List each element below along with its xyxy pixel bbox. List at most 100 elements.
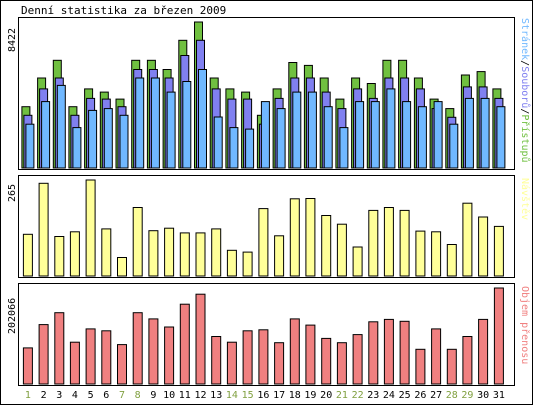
- volume-bar: [195, 293, 206, 385]
- visits-bar: [289, 198, 300, 277]
- traffic-bar: [135, 77, 145, 169]
- day-label: 26: [414, 390, 426, 401]
- day-label: 22: [352, 390, 364, 401]
- traffic-bar: [339, 127, 349, 169]
- day-label: 16: [257, 390, 269, 401]
- day-label: 7: [119, 390, 125, 401]
- traffic-bar: [480, 97, 490, 169]
- side-label-part: /: [519, 108, 530, 114]
- side-label-part: Návštěv: [519, 178, 531, 220]
- visits-bar: [352, 246, 363, 277]
- volume-panel: 202066 Objem přenosu: [7, 283, 531, 386]
- volume-bar: [101, 330, 112, 385]
- visits-bar: [274, 235, 285, 277]
- traffic-bar: [182, 81, 192, 169]
- traffic-bar: [166, 91, 176, 169]
- volume-bar: [38, 324, 49, 385]
- traffic-bar: [25, 123, 35, 169]
- visits-bar: [211, 228, 222, 277]
- traffic-bar: [198, 69, 207, 169]
- volume-bar: [179, 303, 190, 385]
- volume-bar: [431, 328, 442, 385]
- day-label: 2: [41, 390, 47, 401]
- volume-bars: [22, 287, 504, 385]
- visits-bar: [305, 198, 316, 277]
- traffic-bar: [433, 101, 443, 169]
- visits-panel: 265 Návštěv: [7, 175, 531, 278]
- visits-bar: [69, 231, 80, 277]
- traffic-bar: [56, 84, 66, 169]
- day-label: 15: [242, 390, 254, 401]
- traffic-bar: [260, 101, 270, 169]
- volume-panel-frame: [18, 283, 515, 386]
- visits-bar: [195, 232, 206, 277]
- visits-panel-frame: [18, 175, 515, 278]
- visits-bar: [431, 231, 442, 277]
- volume-bar: [54, 312, 65, 385]
- traffic-bar: [119, 114, 129, 169]
- day-label: 29: [461, 390, 473, 401]
- traffic-bar: [464, 97, 474, 169]
- volume-bar: [321, 337, 332, 385]
- day-label: 6: [103, 390, 109, 401]
- volume-bar: [493, 287, 504, 385]
- day-label: 30: [477, 390, 489, 401]
- visits-side-label: Návštěv: [519, 178, 531, 220]
- side-label-part: /: [519, 60, 530, 66]
- day-label: 18: [289, 390, 301, 401]
- traffic-bar: [323, 106, 333, 169]
- day-label: 4: [72, 390, 78, 401]
- day-label: 21: [336, 390, 348, 401]
- volume-bar: [352, 334, 363, 385]
- visits-bar: [478, 216, 489, 277]
- day-label: 17: [273, 390, 285, 401]
- traffic-bar: [386, 88, 396, 169]
- day-label: 14: [226, 390, 238, 401]
- day-labels: 1 2 3 4 5 6 7 8 9 10 11 12 13 14 15 16 17 18 19 20 21 22 23 24 2…: [25, 390, 505, 401]
- side-label-part: Stránek: [519, 18, 531, 60]
- traffic-bar: [245, 128, 255, 169]
- visits-bars: [22, 179, 504, 277]
- traffic-bar: [370, 101, 380, 169]
- day-label: 5: [88, 390, 94, 401]
- traffic-panel: 8422 Stránek/Souborů/Přístupů: [7, 17, 531, 170]
- traffic-bar: [417, 106, 427, 169]
- traffic-bar: [355, 101, 365, 169]
- traffic-bar: [150, 77, 160, 169]
- visits-bar: [493, 225, 504, 277]
- volume-bar: [415, 348, 426, 385]
- day-label: 12: [194, 390, 206, 401]
- volume-bar: [117, 344, 127, 385]
- visits-bar: [226, 249, 237, 277]
- traffic-max-label: 8422: [7, 28, 18, 52]
- visits-bar: [164, 227, 175, 277]
- volume-bar: [368, 321, 379, 385]
- visits-bar: [415, 230, 426, 277]
- traffic-bar: [496, 106, 506, 169]
- day-label: 8: [135, 390, 141, 401]
- traffic-bars: [21, 21, 506, 169]
- traffic-bar: [402, 101, 412, 169]
- visits-bar: [132, 207, 143, 277]
- traffic-panel-frame: [18, 17, 515, 170]
- side-label-part: Objem přenosu: [519, 286, 531, 364]
- visits-bar: [399, 209, 410, 277]
- traffic-bar: [103, 108, 113, 169]
- day-label: 10: [163, 390, 175, 401]
- volume-bar: [69, 341, 80, 385]
- visits-bar: [38, 182, 49, 277]
- visits-bar: [368, 209, 379, 277]
- volume-bar: [22, 347, 33, 385]
- visits-bar: [462, 202, 473, 277]
- day-label: 25: [399, 390, 411, 401]
- traffic-bar: [276, 108, 286, 169]
- traffic-bar: [292, 91, 302, 169]
- volume-bar: [336, 342, 347, 385]
- visits-bar: [179, 232, 190, 277]
- volume-bar: [85, 328, 96, 385]
- day-label: 3: [56, 390, 62, 401]
- side-label-part: Souborů: [519, 66, 531, 108]
- volume-max-label: 202066: [7, 298, 18, 334]
- day-label: 24: [383, 390, 395, 401]
- volume-bar: [462, 336, 473, 385]
